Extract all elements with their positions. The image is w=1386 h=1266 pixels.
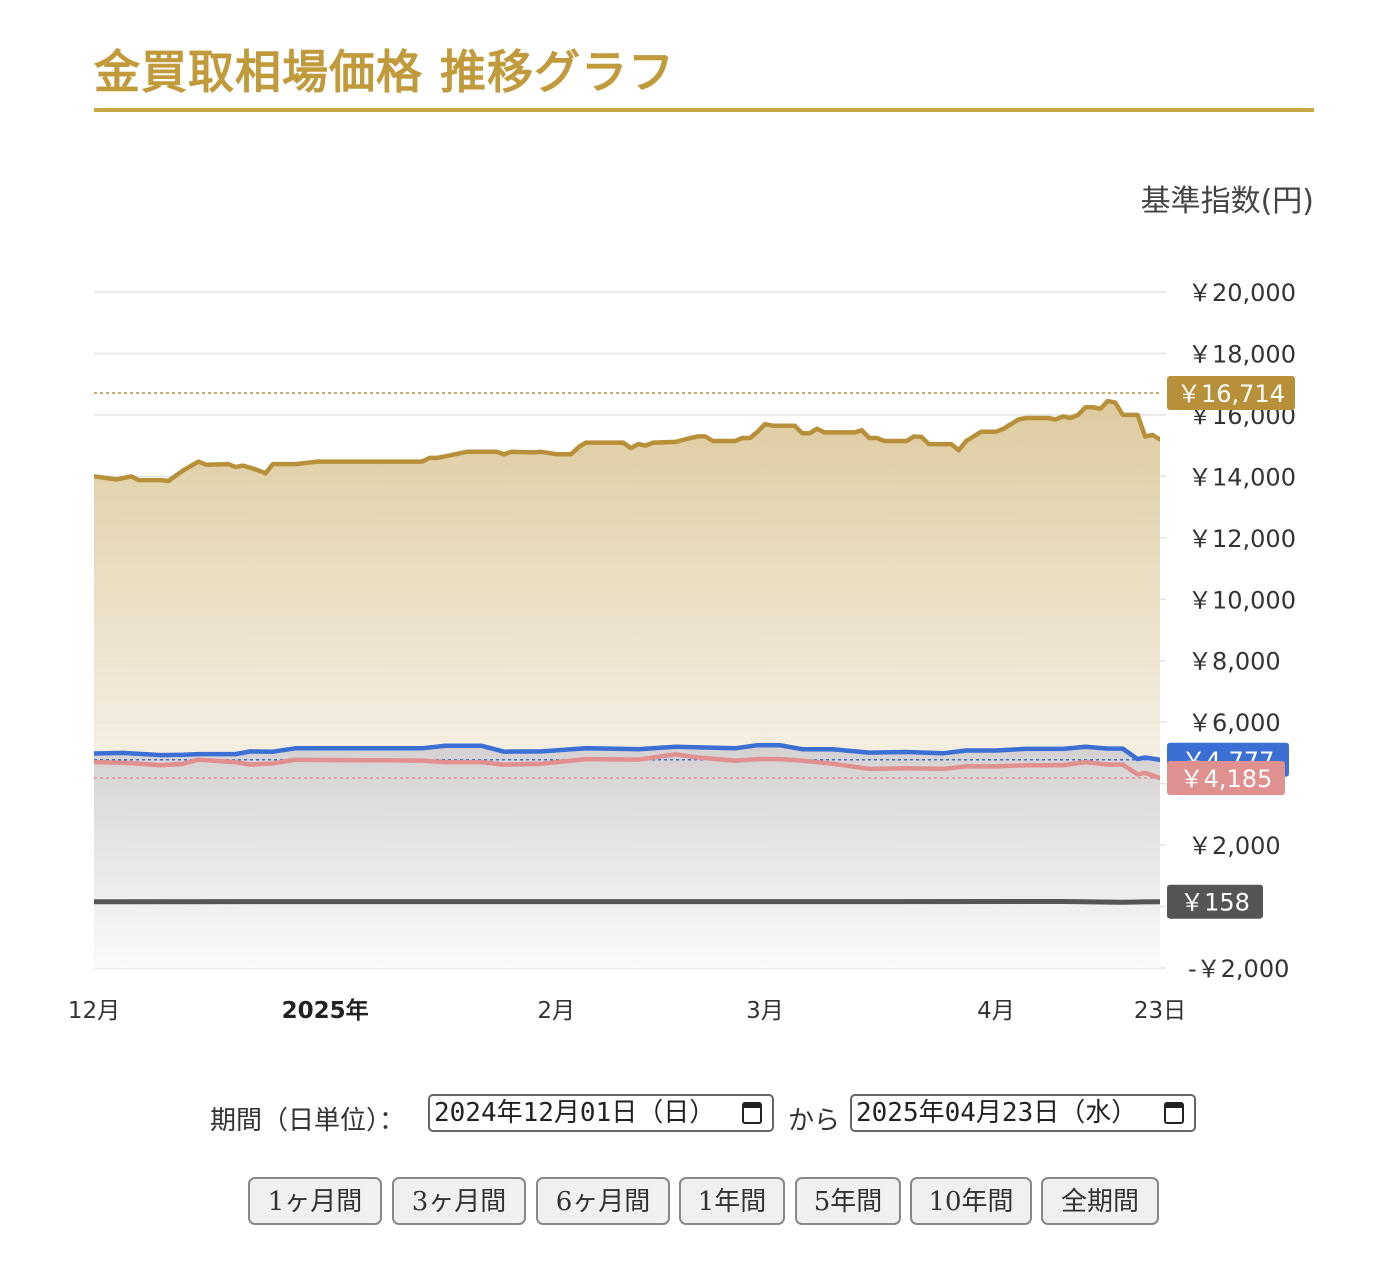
series-line [94, 752, 1160, 781]
y-tick-label: ￥18,000 [1188, 340, 1296, 368]
x-tick-label: 23日 [1134, 998, 1186, 1024]
start-date-value: 2024年12月01日（日） [434, 1098, 716, 1128]
y-tick-label: -￥2,000 [1188, 955, 1289, 983]
last-value-tag-label: ￥158 [1180, 889, 1250, 917]
period-button-1-year[interactable]: 1年間 [679, 1177, 785, 1225]
gold-area-fill [94, 401, 1160, 760]
y-tick-label: ￥14,000 [1188, 463, 1296, 491]
y-tick-label: ￥8,000 [1188, 648, 1281, 676]
calendar-icon[interactable] [1164, 1102, 1184, 1124]
page-title: 金買取相場価格 推移グラフ [94, 45, 676, 99]
period-button-1-month[interactable]: 1ヶ月間 [248, 1177, 382, 1225]
area-fills [94, 401, 1160, 968]
last-value-tag [1167, 375, 1295, 410]
last-value-tags: ￥16,714￥4,777￥4,185￥158 [1167, 375, 1295, 919]
y-tick-label: ￥2,000 [1188, 832, 1281, 860]
series-line [94, 742, 1160, 763]
series-lines [94, 392, 1160, 905]
x-tick-label: 3月 [746, 998, 784, 1024]
y-tick-label: ￥10,000 [1188, 586, 1296, 614]
date-range-connector: から [788, 1106, 841, 1136]
period-button-10-years[interactable]: 10年間 [910, 1177, 1032, 1225]
end-date-value: 2025年04月23日（水） [856, 1098, 1138, 1128]
x-tick-label: 2025年 [282, 997, 369, 1024]
axis-labels: -￥2,000 ￥2,000 ￥6,000 ￥8,000 ￥10,000 ￥12,000 ￥… [68, 279, 1296, 1024]
x-tick-label: 4月 [977, 998, 1015, 1024]
series-line [94, 899, 1160, 905]
last-value-tag [1167, 760, 1285, 795]
y-tick-label: ￥12,000 [1188, 525, 1296, 553]
silver-area-fill [94, 745, 1160, 968]
date-range-label: 期間（日単位）： [210, 1106, 406, 1136]
y-axis-label: 基準指数(円) [1140, 184, 1314, 219]
period-button-group: 1ヶ月間 3ヶ月間 6ヶ月間 1年間 5年間 10年間 全期間 [0, 1177, 1386, 1229]
price-chart: -￥2,000 ￥2,000 ￥6,000 ￥8,000 ￥10,000 ￥12,000 ￥… [68, 279, 1296, 1024]
x-tick-label: 12月 [68, 998, 120, 1024]
end-date-input[interactable]: 2025年04月23日（水） [850, 1094, 1196, 1132]
last-value-tag-label: ￥16,714 [1177, 380, 1285, 408]
start-date-input[interactable]: 2024年12月01日（日） [428, 1094, 774, 1132]
calendar-icon[interactable] [742, 1102, 762, 1124]
date-range-selector: 期間（日単位）： 2024年12月01日（日） から 2025年04月23日（水… [0, 1094, 1386, 1138]
last-value-tag-label: ￥4,185 [1180, 765, 1273, 793]
x-tick-label: 2月 [537, 998, 575, 1024]
period-button-3-months[interactable]: 3ヶ月間 [392, 1177, 526, 1225]
period-button-all[interactable]: 全期間 [1041, 1177, 1159, 1225]
y-tick-label: ￥20,000 [1188, 279, 1296, 307]
y-tick-label: ￥6,000 [1188, 709, 1281, 737]
title-divider [94, 108, 1314, 112]
last-value-tag [1167, 884, 1263, 919]
period-button-5-years[interactable]: 5年間 [795, 1177, 901, 1225]
period-button-6-months[interactable]: 6ヶ月間 [536, 1177, 670, 1225]
series-line [94, 398, 1160, 484]
